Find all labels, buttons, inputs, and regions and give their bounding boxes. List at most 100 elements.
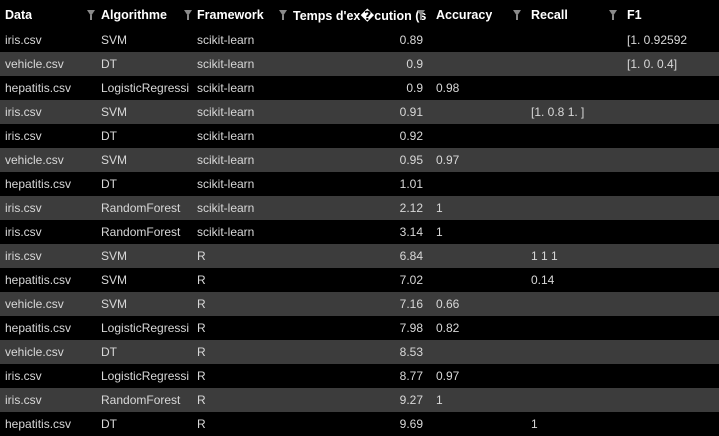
header-temps[interactable]: Temps d'ex�cution (s (293, 2, 429, 28)
cell-algo: LogisticRegressi (101, 81, 190, 95)
cell-f1 (627, 244, 719, 268)
table-row[interactable]: hepatitis.csv LogisticRegressi scikit-lear… (0, 76, 719, 100)
cell-acc: 0.98 (436, 81, 460, 95)
header-recall[interactable]: Recall (531, 2, 619, 28)
filter-icon[interactable] (184, 10, 192, 20)
cell-data: vehicle.csv (5, 297, 64, 311)
cell-rec (531, 28, 619, 52)
header-accuracy[interactable]: Accuracy (436, 2, 523, 28)
cell-rec (531, 76, 619, 100)
table-row[interactable]: iris.csv SVM scikit-learn 0.89 [1. 0.92592 (0, 28, 719, 52)
cell-data: vehicle.csv (5, 57, 64, 71)
cell-acc (436, 172, 523, 196)
cell-data: hepatitis.csv (5, 81, 72, 95)
cell-data: iris.csv (5, 369, 42, 383)
cell-algo: LogisticRegressi (101, 321, 190, 335)
cell-fw: R (197, 321, 206, 335)
cell-acc (436, 340, 523, 364)
table-row[interactable]: hepatitis.csv LogisticRegressi R 7.98 0.82 (0, 316, 719, 340)
cell-rec (531, 196, 619, 220)
cell-time: 9.27 (399, 393, 423, 407)
cell-algo: DT (101, 177, 117, 191)
header-accuracy-label: Accuracy (436, 8, 493, 22)
filter-icon[interactable] (609, 10, 617, 20)
cell-data: iris.csv (5, 201, 42, 215)
cell-data: iris.csv (5, 225, 42, 239)
cell-fw: scikit-learn (197, 33, 255, 47)
cell-fw: R (197, 369, 206, 383)
cell-fw: scikit-learn (197, 105, 255, 119)
cell-algo: LogisticRegressi (101, 369, 190, 383)
filter-icon[interactable] (417, 10, 425, 20)
cell-data: hepatitis.csv (5, 273, 72, 287)
cell-f1 (627, 316, 719, 340)
cell-time: 7.16 (399, 297, 423, 311)
cell-f1 (627, 148, 719, 172)
cell-time: 7.98 (399, 321, 423, 335)
cell-f1 (627, 388, 719, 412)
cell-data: hepatitis.csv (5, 417, 72, 431)
cell-fw: R (197, 297, 206, 311)
header-f1[interactable]: F1 (627, 2, 719, 28)
cell-acc (436, 28, 523, 52)
cell-fw: scikit-learn (197, 201, 255, 215)
cell-algo: SVM (101, 33, 128, 47)
cell-acc (436, 244, 523, 268)
cell-algo: SVM (101, 105, 128, 119)
table-row[interactable]: iris.csv SVM R 6.84 1 1 1 (0, 244, 719, 268)
cell-data: hepatitis.csv (5, 177, 72, 191)
table-row[interactable]: iris.csv RandomForest scikit-learn 3.14 1 (0, 220, 719, 244)
header-algorithme[interactable]: Algorithme (101, 2, 194, 28)
cell-time: 0.91 (399, 105, 423, 119)
cell-time: 6.84 (399, 249, 423, 263)
cell-rec (531, 388, 619, 412)
cell-acc: 0.97 (436, 153, 460, 167)
table-row[interactable]: iris.csv SVM scikit-learn 0.91 [1. 0.8 1. ] (0, 100, 719, 124)
filter-icon[interactable] (279, 10, 287, 20)
cell-algo: DT (101, 129, 117, 143)
header-framework[interactable]: Framework (197, 2, 289, 28)
cell-time: 2.12 (399, 201, 423, 215)
cell-acc (436, 124, 523, 148)
header-row: Data Algorithme Framework Temps d'ex�cut… (0, 2, 719, 28)
cell-time: 9.69 (399, 417, 423, 431)
cell-rec (531, 124, 619, 148)
cell-f1 (627, 100, 719, 124)
cell-rec (531, 220, 619, 244)
header-data[interactable]: Data (5, 2, 97, 28)
filter-icon[interactable] (513, 10, 521, 20)
cell-data: iris.csv (5, 129, 42, 143)
table-row[interactable]: iris.csv RandomForest scikit-learn 2.12 1 (0, 196, 719, 220)
cell-algo: RandomForest (101, 393, 181, 407)
table-row[interactable]: vehicle.csv SVM scikit-learn 0.95 0.97 (0, 148, 719, 172)
table-row[interactable]: vehicle.csv DT R 8.53 (0, 340, 719, 364)
cell-acc: 1 (436, 201, 443, 215)
cell-rec (531, 172, 619, 196)
table-row[interactable]: hepatitis.csv SVM R 7.02 0.14 (0, 268, 719, 292)
table-row[interactable]: hepatitis.csv DT R 9.69 1 (0, 412, 719, 436)
table-row[interactable]: iris.csv RandomForest R 9.27 1 (0, 388, 719, 412)
table-row[interactable]: hepatitis.csv DT scikit-learn 1.01 (0, 172, 719, 196)
table-row[interactable]: iris.csv DT scikit-learn 0.92 (0, 124, 719, 148)
filter-icon[interactable] (87, 10, 95, 20)
table-row[interactable]: iris.csv LogisticRegressi R 8.77 0.97 (0, 364, 719, 388)
cell-time: 8.53 (399, 345, 423, 359)
header-f1-label: F1 (627, 8, 642, 22)
cell-fw: R (197, 273, 206, 287)
cell-data: vehicle.csv (5, 153, 64, 167)
table-row[interactable]: vehicle.csv SVM R 7.16 0.66 (0, 292, 719, 316)
cell-acc: 0.97 (436, 369, 460, 383)
cell-rec: 1 1 1 (531, 249, 558, 263)
cell-time: 0.92 (399, 129, 423, 143)
cell-algo: DT (101, 417, 117, 431)
cell-algo: DT (101, 57, 117, 71)
cell-acc: 1 (436, 393, 443, 407)
cell-fw: R (197, 417, 206, 431)
cell-acc: 0.66 (436, 297, 460, 311)
cell-algo: SVM (101, 249, 128, 263)
cell-f1 (627, 364, 719, 388)
header-recall-label: Recall (531, 8, 568, 22)
table-row[interactable]: vehicle.csv DT scikit-learn 0.9 [1. 0. 0.4] (0, 52, 719, 76)
cell-time: 0.89 (399, 33, 423, 47)
cell-f1 (627, 220, 719, 244)
